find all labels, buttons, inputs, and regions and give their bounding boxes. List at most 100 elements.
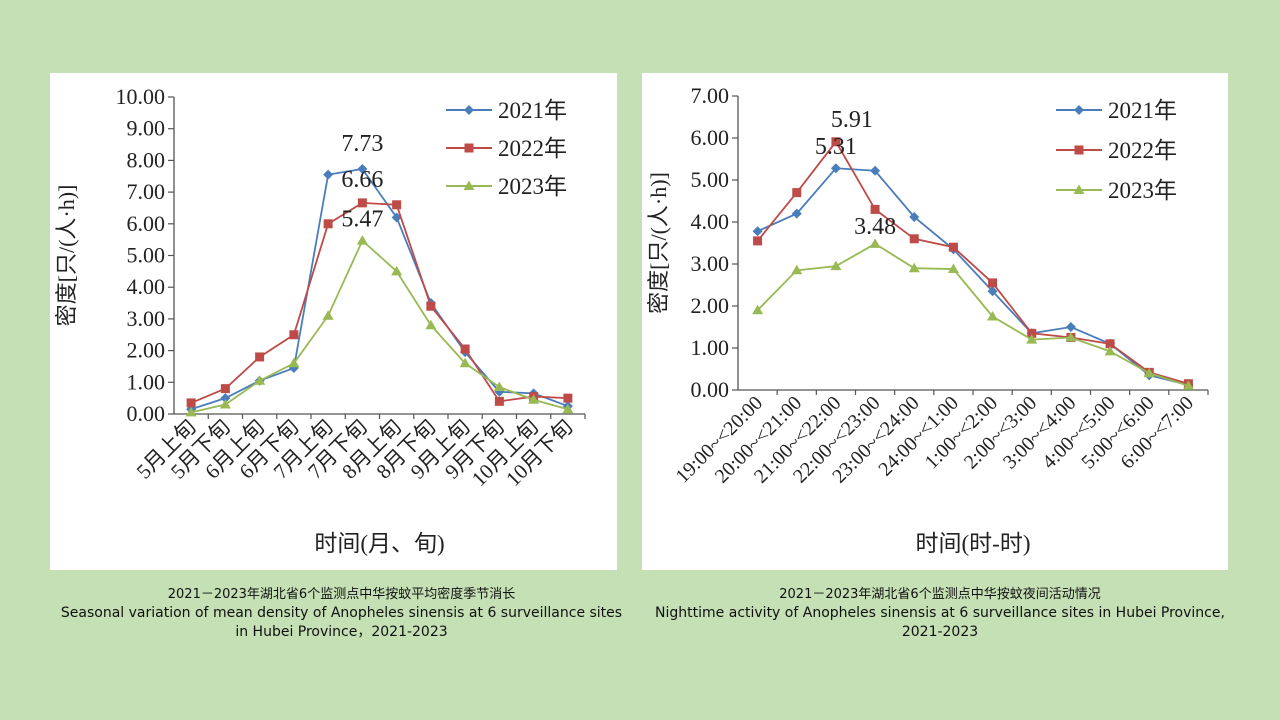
legend-label: 2022年 xyxy=(498,136,567,161)
data-point xyxy=(1104,345,1116,356)
series-line xyxy=(190,167,569,411)
data-label: 5.91 xyxy=(831,107,873,133)
y-tick-label: 4.00 xyxy=(127,274,166,299)
data-point xyxy=(1065,322,1076,332)
legend-label: 2023年 xyxy=(498,174,567,199)
legend-item: 2022年 xyxy=(446,136,567,161)
data-label: 6.66 xyxy=(341,167,383,193)
data-point xyxy=(494,396,504,406)
series-line xyxy=(756,140,1189,385)
data-point xyxy=(392,200,402,210)
data-point xyxy=(425,319,437,330)
data-point xyxy=(987,286,998,297)
y-tick-label: 4.00 xyxy=(691,209,730,234)
y-tick-label: 3.00 xyxy=(691,251,730,276)
legend-marker xyxy=(463,180,475,190)
data-point xyxy=(988,278,998,288)
y-tick-label: 2.00 xyxy=(127,338,166,363)
y-axis-title: 密度[只/(人·h)] xyxy=(54,185,79,327)
data-point xyxy=(493,381,505,392)
legend-marker xyxy=(1073,184,1085,194)
data-point xyxy=(792,188,802,198)
data-point xyxy=(987,311,999,321)
data-point xyxy=(753,236,763,246)
data-point xyxy=(459,357,471,368)
legend-item: 2023年 xyxy=(1056,178,1177,203)
series-2 xyxy=(753,137,1193,389)
y-tick-label: 9.00 xyxy=(127,116,166,141)
data-point xyxy=(1065,332,1077,342)
y-tick-label: 7.00 xyxy=(691,83,730,108)
data-point xyxy=(255,352,265,362)
y-tick-label: 6.00 xyxy=(691,125,730,150)
series-line xyxy=(190,201,568,404)
legend-label: 2021年 xyxy=(1108,98,1177,123)
caption-english-line-1: Seasonal variation of mean density of An… xyxy=(60,605,623,621)
data-point xyxy=(219,398,231,409)
caption-english-line-2: in Hubei Province，2021-2023 xyxy=(235,624,448,640)
y-tick-label: 5.00 xyxy=(691,167,730,192)
data-point xyxy=(909,211,920,222)
data-point xyxy=(289,330,299,340)
seasonal-chart-caption: 2021－2023年湖北省6个监测点中华按蚊平均密度季节消长 Seasonal … xyxy=(50,585,633,642)
data-label: 5.47 xyxy=(341,207,383,233)
data-point xyxy=(391,265,403,276)
nighttime-chart-caption: 2021－2023年湖北省6个监测点中华按蚊夜间活动情况 Nighttime a… xyxy=(650,585,1230,642)
legend-label: 2023年 xyxy=(1108,178,1177,203)
y-tick-label: 0.00 xyxy=(691,377,730,402)
caption-english-line-1: Nighttime activity of Anopheles sinensis… xyxy=(655,605,1225,621)
data-point xyxy=(460,344,470,354)
legend-marker xyxy=(1074,145,1084,155)
data-point xyxy=(948,242,958,252)
data-point xyxy=(562,403,574,414)
data-point xyxy=(220,393,231,404)
y-tick-label: 1.00 xyxy=(691,335,730,360)
y-tick-label: 6.00 xyxy=(127,211,166,236)
data-point xyxy=(791,208,802,219)
y-tick-label: 3.00 xyxy=(127,306,166,331)
data-point xyxy=(220,384,230,394)
data-point xyxy=(356,235,368,245)
series-1 xyxy=(186,163,573,415)
data-point xyxy=(870,204,880,214)
data-label: 3.48 xyxy=(854,214,896,240)
data-point xyxy=(1027,328,1037,338)
data-point xyxy=(1182,380,1194,390)
series-3 xyxy=(752,238,1194,390)
y-tick-label: 7.00 xyxy=(127,179,166,204)
data-label: 7.73 xyxy=(341,131,383,157)
series-line xyxy=(190,239,569,414)
y-tick-label: 10.00 xyxy=(116,84,166,109)
caption-chinese: 2021－2023年湖北省6个监测点中华按蚊夜间活动情况 xyxy=(779,587,1101,602)
data-point xyxy=(322,310,334,320)
nighttime-chart-panel: 0.00 1.00 2.00 3.00 4.00 5.00 6.00 7.00 19:00~<2… xyxy=(642,73,1228,570)
legend-label: 2022年 xyxy=(1108,138,1177,163)
y-tick-label: 2.00 xyxy=(691,293,730,318)
data-point xyxy=(357,163,368,174)
data-point xyxy=(752,304,764,315)
legend-marker xyxy=(464,105,474,115)
data-point xyxy=(254,375,266,385)
y-axis-title: 密度[只/(人·h)] xyxy=(646,172,671,314)
data-label: 5.31 xyxy=(815,134,857,160)
data-point xyxy=(831,137,841,147)
x-axis-title: 时间(月、旬) xyxy=(314,531,444,556)
legend-label: 2021年 xyxy=(498,98,567,123)
data-point xyxy=(830,260,842,271)
seasonal-density-chart: 0.00 1.00 2.00 3.00 4.00 5.00 6.00 7.00 8.00 9.00… xyxy=(54,84,586,556)
caption-english-line-2: 2021-2023 xyxy=(901,624,979,640)
data-point xyxy=(909,234,919,244)
x-axis-title: 时间(时-时) xyxy=(916,531,1031,556)
nighttime-activity-chart: 0.001.002.003.004.005.006.007.0019:00~<2… xyxy=(646,83,1209,556)
data-point xyxy=(1105,339,1115,349)
legend-marker xyxy=(1074,105,1084,115)
data-point xyxy=(752,226,763,237)
data-point xyxy=(870,165,881,176)
data-point xyxy=(1026,334,1038,344)
data-point xyxy=(791,264,803,275)
legend-item: 2021年 xyxy=(1056,98,1177,123)
seasonal-chart-panel: 0.00 1.00 2.00 3.00 4.00 5.00 6.00 7.00 8.00 9.00… xyxy=(50,73,617,570)
series-line xyxy=(756,242,1189,387)
data-point xyxy=(186,398,196,408)
caption-chinese: 2021－2023年湖北省6个监测点中华按蚊平均密度季节消长 xyxy=(167,587,516,602)
